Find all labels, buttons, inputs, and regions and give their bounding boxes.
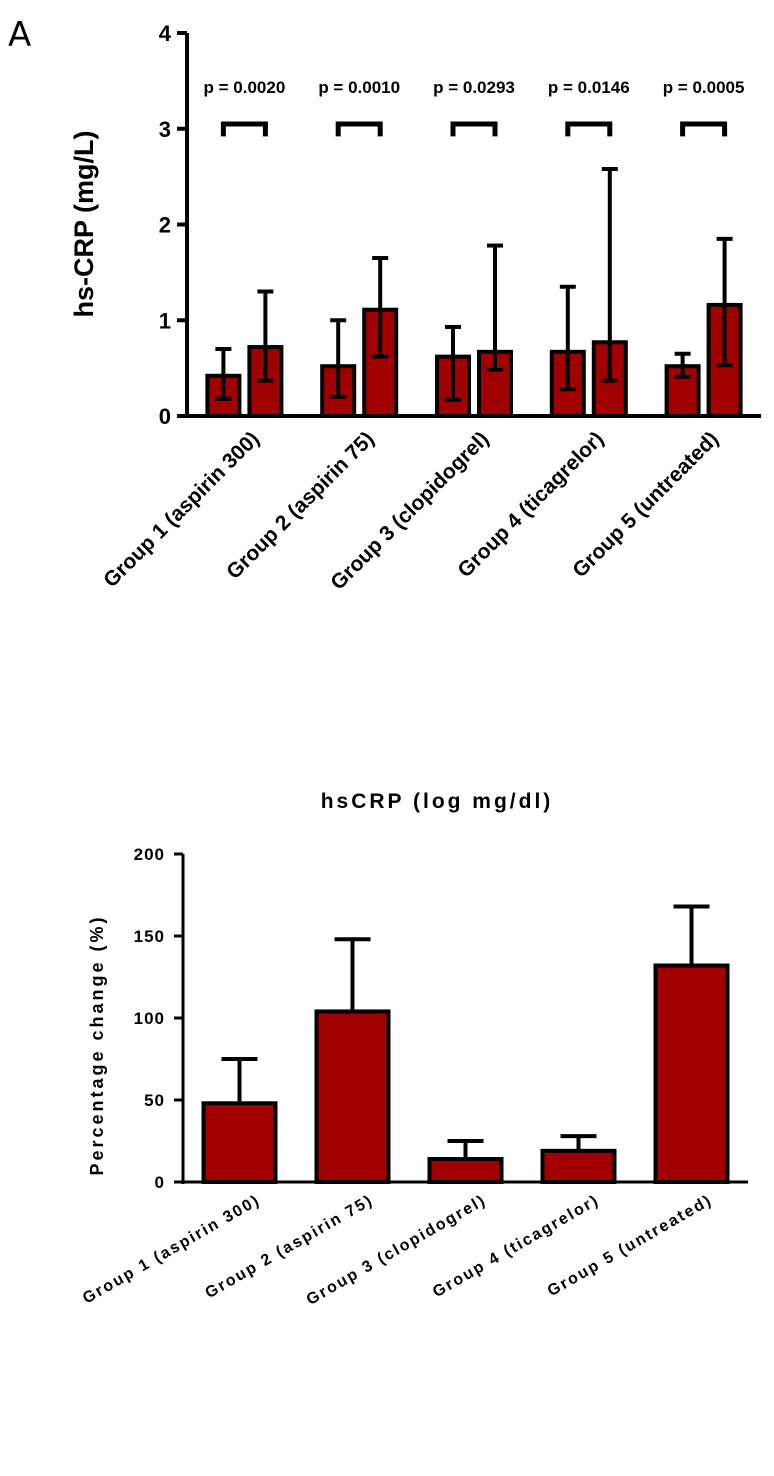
panel-label: A — [8, 15, 31, 55]
y-tick-label: 200 — [134, 845, 165, 864]
chart-panel-b: hsCRP (log mg/dl) Percentage change (%) … — [80, 790, 748, 1309]
y-axis-label: hs-CRP (mg/L) — [69, 131, 99, 318]
significance-bracket — [450, 121, 498, 137]
p-value-label: p = 0.0005 — [663, 78, 745, 97]
p-value-label: p = 0.0146 — [548, 78, 630, 97]
bar — [653, 963, 730, 1185]
chart-panel-a: A hs-CRP (mg/L) 0 1 2 3 4 p = 0.0020 p = 0.00… — [8, 15, 761, 595]
y-tick-label: 0 — [155, 1173, 165, 1192]
p-value-label: p = 0.0293 — [433, 78, 515, 97]
y-tick-label: 2 — [159, 213, 171, 238]
y-tick-label: 4 — [159, 21, 172, 46]
x-tick-label: Group 1 (aspirin 300) — [80, 1192, 263, 1308]
bar — [201, 1101, 278, 1185]
significance-bracket — [680, 121, 728, 137]
y-tick-label: 50 — [144, 1091, 165, 1110]
significance-bracket — [565, 121, 613, 137]
y-tick-label: 150 — [134, 927, 165, 946]
y-tick-label: 1 — [159, 308, 171, 333]
bar — [427, 1157, 504, 1185]
bar — [314, 1009, 391, 1184]
y-tick-label: 100 — [134, 1009, 165, 1028]
y-tick-label: 0 — [159, 404, 171, 429]
x-tick-label: Group 3 (clopidogrel) — [304, 1192, 490, 1309]
significance-bracket — [220, 121, 268, 137]
bar — [540, 1148, 617, 1184]
y-axis-label: Percentage change (%) — [87, 914, 107, 1175]
chart-title: hsCRP (log mg/dl) — [321, 790, 554, 813]
p-value-label: p = 0.0020 — [204, 78, 286, 97]
significance-bracket — [335, 121, 383, 137]
y-tick-label: 3 — [159, 117, 171, 142]
p-value-label: p = 0.0010 — [318, 78, 400, 97]
